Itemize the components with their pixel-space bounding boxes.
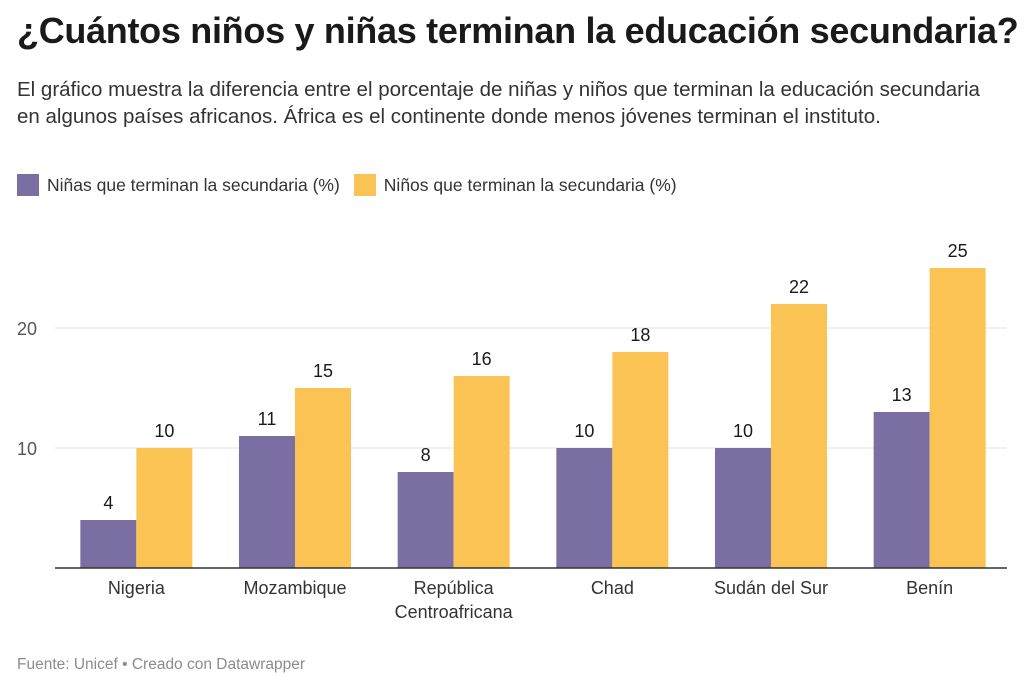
legend-swatch-ninas: [17, 174, 39, 196]
legend-item-ninos: Niños que terminan la secundaria (%): [353, 174, 677, 196]
data-label-ninos-4: 22: [789, 277, 809, 297]
bar-ninas-5: [873, 412, 930, 568]
x-tick-label-2-line1: Centroafricana: [395, 602, 514, 622]
chart-legend: Niñas que terminan la secundaria (%) Niñ…: [17, 174, 691, 196]
bar-ninas-1: [239, 436, 295, 568]
data-label-ninas-5: 13: [892, 385, 912, 405]
x-tick-label-1: Mozambique: [243, 578, 346, 598]
bar-ninas-0: [80, 520, 137, 568]
x-tick-label-2-line0: República: [414, 578, 495, 598]
data-label-ninos-2: 16: [472, 349, 492, 369]
chart-subtitle: El gráfico muestra la diferencia entre e…: [17, 78, 980, 128]
x-tick-label-5: Benín: [906, 578, 953, 598]
data-label-ninas-4: 10: [733, 421, 753, 441]
bar-ninos-2: [453, 376, 510, 568]
bar-ninos-0: [136, 448, 193, 568]
x-tick-label-0: Nigeria: [108, 578, 166, 598]
x-tick-label-4: Sudán del Sur: [714, 578, 828, 598]
bar-ninos-4: [771, 304, 827, 568]
y-tick-label-20: 20: [17, 319, 37, 339]
x-tick-label-3: Chad: [591, 578, 634, 598]
data-label-ninos-3: 18: [630, 325, 650, 345]
data-label-ninos-1: 15: [313, 361, 333, 381]
bar-ninas-2: [397, 472, 454, 568]
data-label-ninas-3: 10: [574, 421, 594, 441]
legend-label-ninas: Niñas que terminan la secundaria (%): [47, 174, 340, 195]
y-tick-label-10: 10: [17, 439, 37, 459]
data-label-ninas-0: 4: [103, 493, 113, 513]
chart-title: ¿Cuántos niños y niñas terminan la educa…: [17, 10, 1019, 51]
data-label-ninas-1: 11: [258, 409, 277, 429]
legend-swatch-ninos: [353, 174, 376, 196]
bar-ninas-3: [556, 448, 613, 568]
bar-ninos-1: [295, 388, 351, 568]
bar-ninos-3: [612, 352, 669, 568]
data-label-ninos-0: 10: [154, 421, 174, 441]
bar-ninos-5: [929, 268, 986, 568]
data-label-ninas-2: 8: [421, 445, 431, 465]
footer-source: Fuente: Unicef • Creado con Datawrapper: [17, 656, 306, 673]
legend-label-ninos: Niños que terminan la secundaria (%): [383, 174, 677, 195]
legend-item-ninas: Niñas que terminan la secundaria (%): [17, 174, 340, 196]
bar-ninas-4: [715, 448, 771, 568]
data-label-ninos-5: 25: [948, 241, 968, 261]
